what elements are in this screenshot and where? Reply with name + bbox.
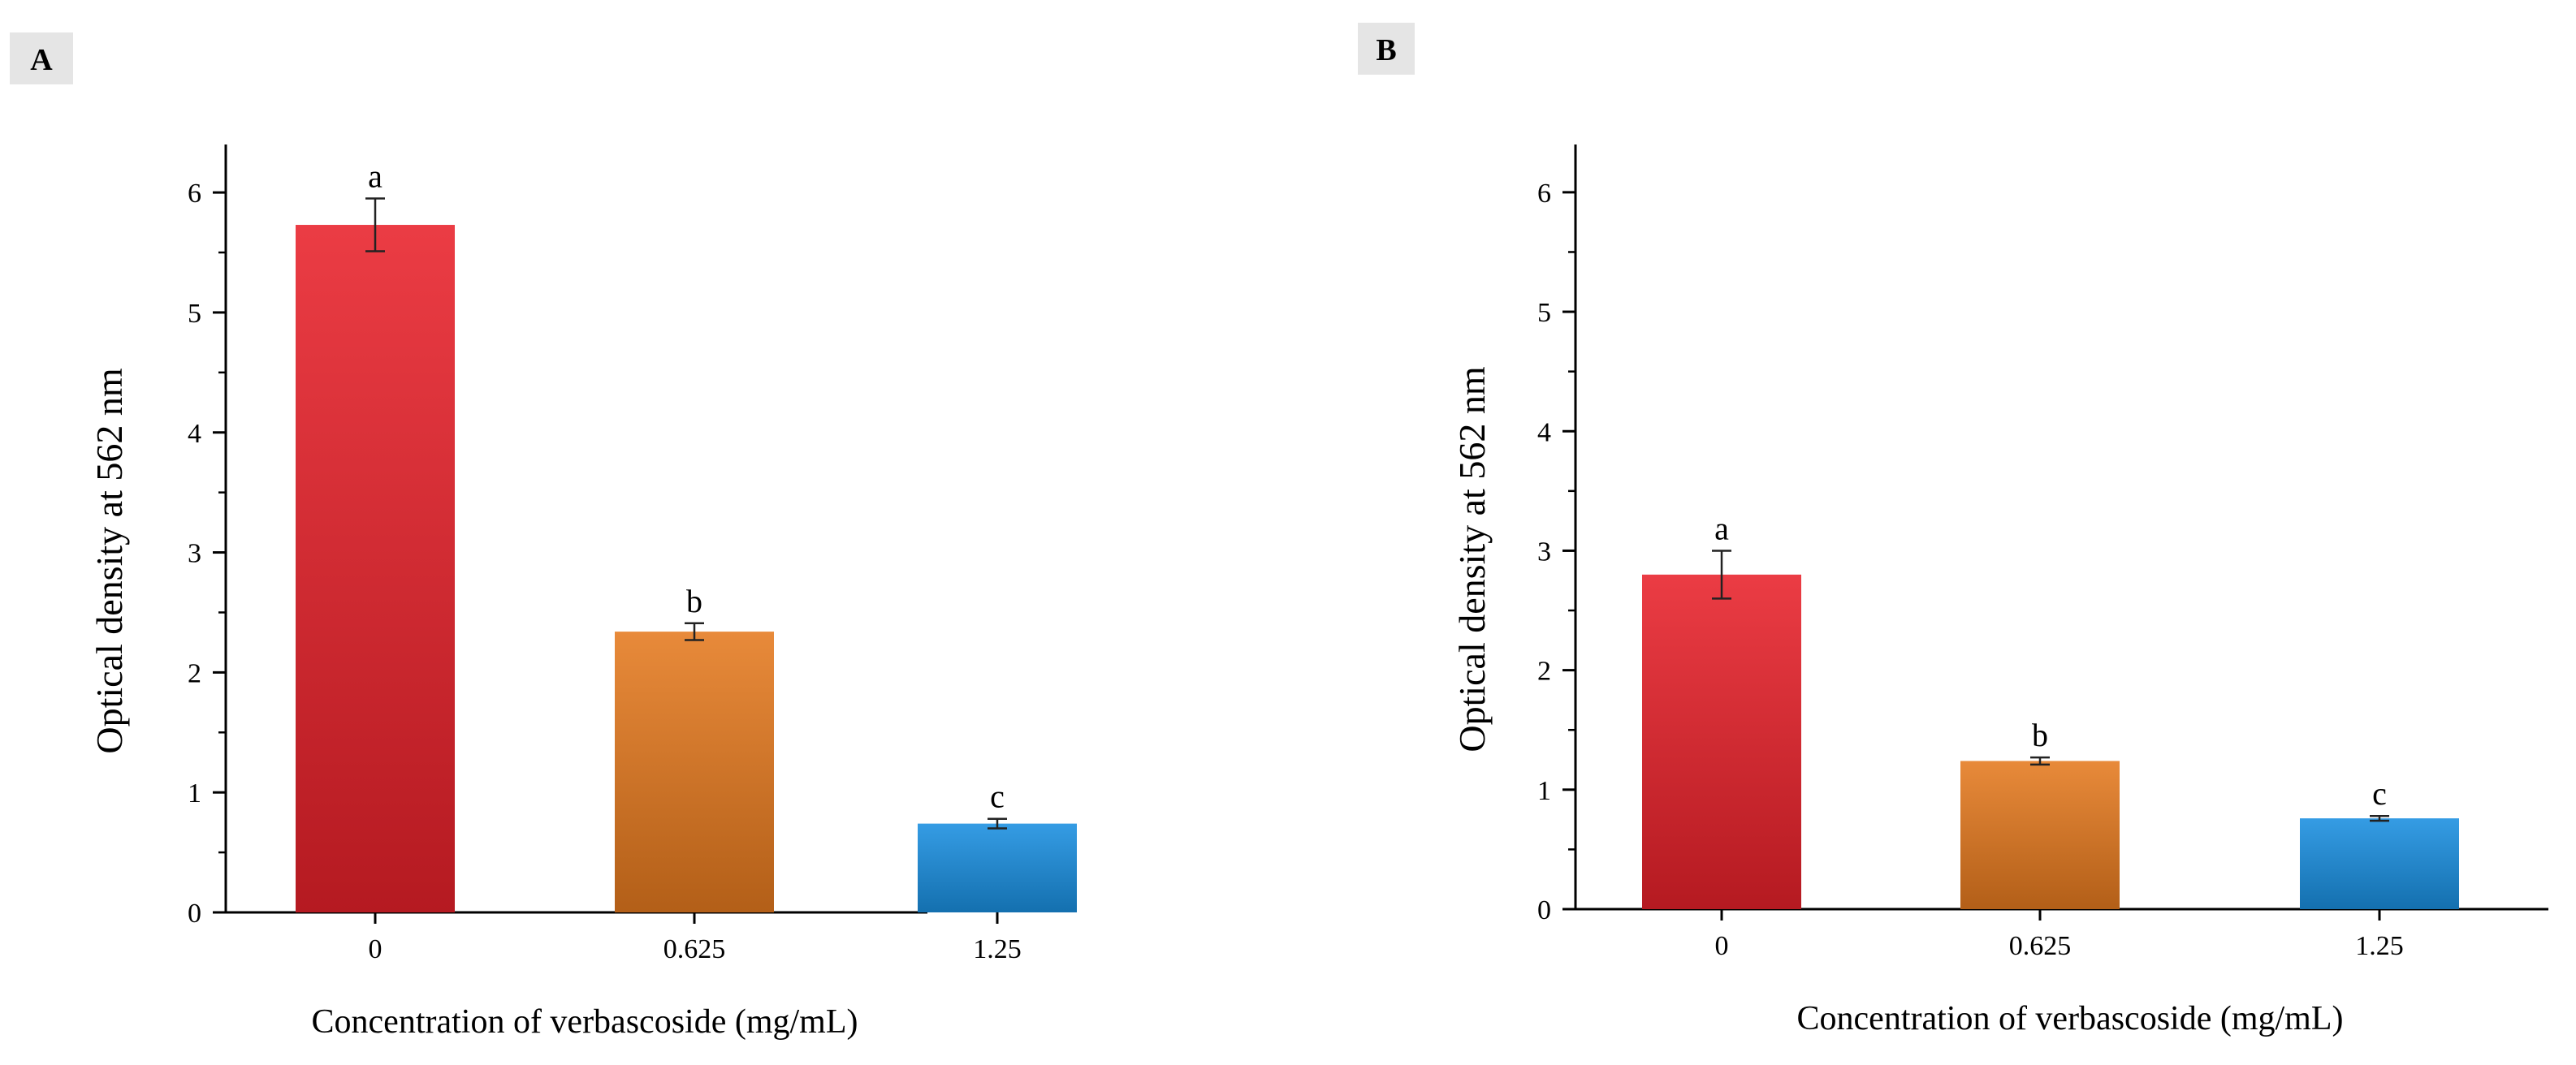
x-tick-label: 1.25 <box>2355 931 2404 961</box>
bar-0.625 <box>1960 761 2120 909</box>
significance-label: b <box>686 583 702 619</box>
y-tick-label: 1 <box>1537 776 1551 806</box>
y-tick-label: 2 <box>188 658 201 688</box>
y-tick-label: 3 <box>188 539 201 569</box>
x-axis-title: Concentration of verbascoside (mg/mL) <box>1797 1000 2344 1037</box>
bar-1.25 <box>918 823 1077 912</box>
panel-a: A 0 1 2 3 4 5 6 a 0 b 0.625 c 1.25 Concentration of v… <box>10 32 1077 1041</box>
x-axis-title: Concentration of verbascoside (mg/mL) <box>312 1003 858 1041</box>
y-tick-label: 6 <box>188 179 201 209</box>
error-bar-0 <box>1712 550 1731 600</box>
y-tick-label: 0 <box>1537 895 1551 925</box>
y-tick-label: 0 <box>188 899 201 929</box>
significance-label: b <box>2032 717 2048 753</box>
y-tick-label: 5 <box>188 299 201 329</box>
y-tick-label: 2 <box>1537 657 1551 687</box>
y-tick-label: 6 <box>1537 179 1551 209</box>
panel-a-label: A <box>30 43 53 77</box>
x-tick-label: 0.625 <box>663 934 726 964</box>
y-tick-label: 5 <box>1537 298 1551 328</box>
error-bar-0.625 <box>2030 756 2050 766</box>
bar-0 <box>1642 574 1801 909</box>
panel-a-label-background <box>10 32 73 84</box>
bar-0.625 <box>615 632 774 912</box>
error-bar-1.25 <box>2370 814 2389 822</box>
y-axis-title: Optical density at 562 nm <box>89 368 130 753</box>
x-tick-label: 1.25 <box>973 934 1022 964</box>
error-bar-0.625 <box>685 622 704 641</box>
y-tick-label: 3 <box>1537 537 1551 567</box>
x-tick-label: 0.625 <box>2009 931 2072 961</box>
y-tick-label: 4 <box>188 419 201 449</box>
significance-label: c <box>2372 775 2387 812</box>
chart-a-plot: 0 1 2 3 4 5 6 a 0 b 0.625 c 1.25 Concentration of ver… <box>89 144 1077 1041</box>
significance-label: c <box>990 778 1005 815</box>
bar-1.25 <box>2300 818 2459 909</box>
panel-b-label-background <box>1358 23 1415 75</box>
x-tick-label: 0 <box>369 934 383 964</box>
y-tick-label: 1 <box>188 778 201 808</box>
y-tick-label: 4 <box>1537 417 1551 447</box>
error-bar-1.25 <box>988 817 1007 830</box>
significance-label: a <box>1714 510 1729 546</box>
panel-b-label: B <box>1376 33 1396 67</box>
panel-b: B 0 1 2 3 4 5 6 a 0 b 0.625 c 1.25 Concentration of v… <box>1358 23 2548 1037</box>
error-bar-0 <box>365 197 385 252</box>
x-tick-label: 0 <box>1715 931 1729 961</box>
significance-label: a <box>368 158 383 195</box>
bar-0 <box>296 225 455 912</box>
chart-b-plot: 0 1 2 3 4 5 6 a 0 b 0.625 c 1.25 Concentration of ver… <box>1451 144 2548 1037</box>
y-axis-title: Optical density at 562 nm <box>1451 366 1493 752</box>
